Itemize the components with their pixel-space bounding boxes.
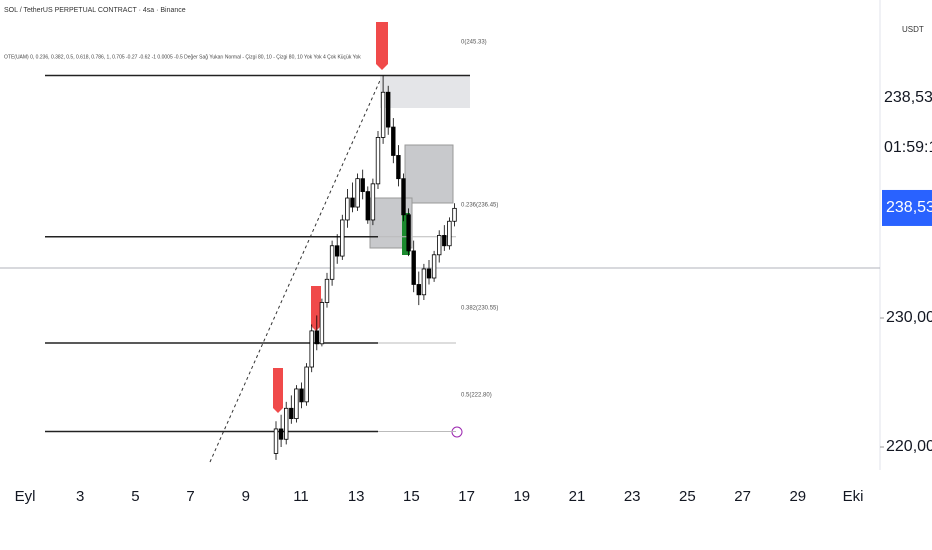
candle-body (416, 284, 421, 296)
x-tick-label: 7 (186, 488, 194, 505)
fib-label: 0.382(230.55) (461, 306, 498, 312)
x-tick-label: 17 (458, 488, 475, 505)
x-tick-label: 5 (131, 488, 139, 505)
x-tick-label: 15 (403, 488, 420, 505)
candle-body (391, 126, 396, 156)
trend-line (209, 75, 383, 463)
y-tick-label: 230,00 (886, 309, 932, 326)
candle-body (360, 178, 365, 192)
candle-body (294, 388, 299, 420)
candle-body (375, 136, 381, 185)
signal-tag (376, 22, 388, 70)
candle-body (365, 191, 370, 221)
zone-box (404, 144, 454, 204)
x-tick-label: 27 (734, 488, 751, 505)
candle-body (329, 245, 335, 280)
candle-body (426, 268, 432, 279)
x-tick-label: 13 (348, 488, 365, 505)
last-price: 238,53 (884, 89, 932, 106)
fib-label: 0(245.33) (461, 40, 487, 46)
candle-body (385, 91, 391, 128)
signal-tag (311, 286, 321, 331)
x-tick-label: 21 (569, 488, 586, 505)
candle-body (401, 178, 406, 216)
candle-body (273, 428, 279, 454)
candle-body (278, 428, 284, 440)
candle-body (304, 366, 309, 403)
candle-body (447, 220, 452, 247)
candle-body (411, 250, 416, 285)
countdown: 01:59:18 (884, 139, 932, 156)
fib-label: 0.5(222.80) (461, 393, 492, 399)
candle-body (319, 302, 325, 345)
signal-box (402, 213, 410, 255)
candle-body (289, 407, 294, 420)
candle-body (299, 388, 304, 403)
price-marker-label: 238,53 (886, 199, 932, 216)
candle-body (406, 214, 411, 252)
candle-body (396, 155, 401, 180)
candle-body (370, 183, 376, 221)
candle-body (436, 235, 442, 256)
x-tick-label: 23 (624, 488, 641, 505)
candle-body (309, 330, 314, 368)
x-tick-label: 9 (242, 488, 250, 505)
candle-body (452, 207, 457, 222)
candle-body (442, 235, 447, 247)
x-tick-label: 29 (789, 488, 806, 505)
candle-body (355, 178, 360, 208)
candle-body (334, 245, 340, 257)
signal-tag (273, 368, 283, 413)
symbol-title: SOL / TetherUS PERPETUAL CONTRACT · 4sa … (4, 7, 186, 14)
x-tick-label: 3 (76, 488, 84, 505)
candle-body (350, 197, 355, 208)
candle-body (324, 278, 330, 303)
currency: USDT (902, 25, 924, 34)
indicator-legend: OTE(UAM) 0, 0.236, 0.382, 0.5, 0.618, 0.… (4, 54, 361, 60)
price-marker (882, 189, 932, 226)
x-tick-label: 25 (679, 488, 696, 505)
x-tick-label: 19 (513, 488, 530, 505)
x-tick-label: 11 (293, 488, 309, 505)
candle-body (345, 197, 350, 221)
x-tick-label: Eyl (15, 488, 36, 505)
candle-body (421, 268, 427, 296)
zone-box (380, 76, 470, 108)
candle-body (431, 254, 437, 279)
y-tick-label: 220,00 (886, 438, 932, 455)
fib-label: 0.236(236.45) (461, 203, 498, 209)
candle-body (380, 91, 386, 138)
candle-body (283, 407, 289, 440)
x-tick-label: Eki (843, 488, 864, 505)
candle-body (340, 219, 345, 257)
candle-body (314, 330, 319, 345)
